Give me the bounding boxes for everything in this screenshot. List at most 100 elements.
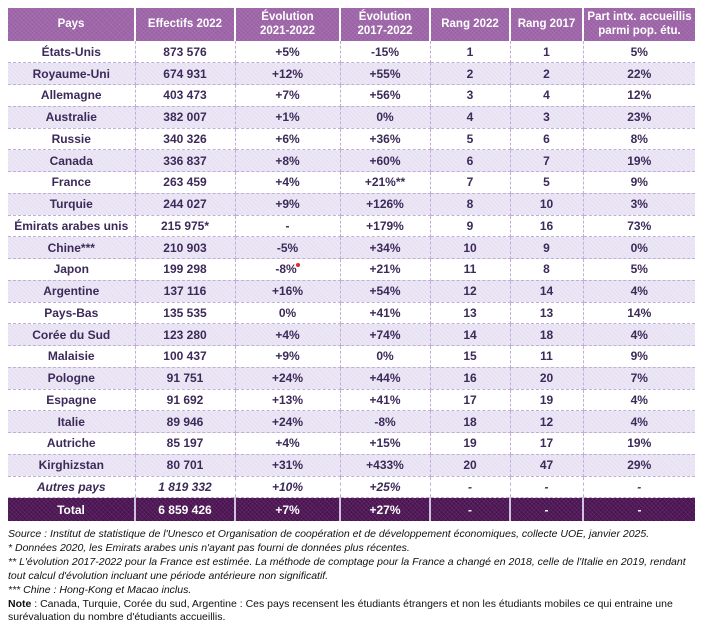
part-intx-cell: 4% [583,410,695,433]
total-evolution-2017-2022: +27% [340,497,431,521]
effectifs-cell: 873 576 [135,41,236,64]
country-cell: Russie [8,128,136,151]
rang-2022-cell: 16 [430,367,511,390]
total-rang-2017: - [510,497,584,521]
table-row: Autriche 85 197 +4% +15% 19 17 19% [8,432,695,455]
evolution-2021-2022-cell: +6% [235,128,341,151]
country-cell: Corée du Sud [8,323,136,346]
effectifs-cell: 336 837 [135,149,236,172]
part-intx-cell: 19% [583,432,695,455]
evolution-2017-2022-cell: +41% [340,389,431,412]
header-rang-2017: Rang 2017 [510,8,584,41]
total-row: Total 6 859 426 +7% +27% - - - [8,497,695,521]
evolution-2021-2022-cell: +1% [235,106,341,129]
part-intx-cell: 12% [583,84,695,107]
red-dot-marker-icon [295,263,300,268]
table-footer: Total 6 859 426 +7% +27% - - - [8,497,695,521]
header-pays: Pays [8,8,136,41]
effectifs-cell: 135 535 [135,302,236,325]
footnote-star1: * Données 2020, les Emirats arabes unis … [8,541,410,554]
rang-2017-cell: - [510,476,584,499]
part-intx-cell: 3% [583,193,695,216]
evolution-2021-2022-cell: +31% [235,454,341,477]
evolution-2017-2022-cell: +25% [340,476,431,499]
rang-2017-cell: 1 [510,41,584,64]
evolution-2021-2022-cell: +4% [235,171,341,194]
rang-2017-cell: 14 [510,280,584,303]
table-row: France 263 459 +4% +21%** 7 5 9% [8,171,695,194]
total-evolution-2021-2022: +7% [235,497,341,521]
rang-2017-cell: 47 [510,454,584,477]
footnote-source: Source : Institut de statistique de l'Un… [8,527,650,540]
header-row: Pays Effectifs 2022 Évolution 2021-2022 … [8,8,695,41]
students-statistics-table: Pays Effectifs 2022 Évolution 2021-2022 … [8,8,695,521]
part-intx-cell: - [583,476,695,499]
evolution-2021-2022-cell: +9% [235,193,341,216]
header-rang-2022: Rang 2022 [430,8,511,41]
effectifs-cell: 91 692 [135,389,236,412]
rang-2017-cell: 2 [510,62,584,85]
part-intx-cell: 5% [583,41,695,64]
rang-2017-cell: 4 [510,84,584,107]
rang-2017-cell: 3 [510,106,584,129]
evolution-2021-2022-cell: -8% [235,258,341,281]
evolution-2017-2022-cell: +55% [340,62,431,85]
table-row: Argentine 137 116 +16% +54% 12 14 4% [8,280,695,303]
table-row: Canada 336 837 +8% +60% 6 7 19% [8,149,695,172]
total-part-intx: - [583,498,695,521]
effectifs-cell: 215 975* [135,215,236,238]
part-intx-cell: 4% [583,323,695,346]
effectifs-cell: 91 751 [135,367,236,390]
table-row: Autres pays 1 819 332 +10% +25% - - - [8,476,695,499]
part-intx-cell: 5% [583,258,695,281]
country-cell: Italie [8,410,136,433]
table-row: Kirghizstan 80 701 +31% +433% 20 47 29% [8,454,695,477]
rang-2017-cell: 9 [510,236,584,259]
effectifs-cell: 123 280 [135,323,236,346]
table-row: Chine*** 210 903 -5% +34% 10 9 0% [8,236,695,259]
country-cell: Canada [8,149,136,172]
evolution-2017-2022-cell: +36% [340,128,431,151]
total-label: Total [8,497,136,521]
rang-2022-cell: 17 [430,389,511,412]
evolution-2017-2022-cell: +34% [340,236,431,259]
rang-2017-cell: 20 [510,367,584,390]
rang-2017-cell: 19 [510,389,584,412]
evolution-2021-2022-cell: +24% [235,367,341,390]
evolution-2017-2022-cell: +15% [340,432,431,455]
table-row: Malaisie 100 437 +9% 0% 15 11 9% [8,345,695,368]
evolution-2017-2022-cell: +74% [340,323,431,346]
rang-2022-cell: 12 [430,280,511,303]
header-part-intx: Part intx. accueillis parmi pop. étu. [583,8,695,41]
country-cell: Royaume-Uni [8,62,136,85]
table-row: Pays-Bas 135 535 0% +41% 13 13 14% [8,302,695,325]
effectifs-cell: 244 027 [135,193,236,216]
effectifs-cell: 80 701 [135,454,236,477]
footnote-star3: *** Chine : Hong-Kong et Macao inclus. [8,583,192,596]
evolution-2017-2022-cell: +21%** [340,171,431,194]
footnote-note: Note : Canada, Turquie, Corée du sud, Ar… [8,598,695,625]
evolution-2021-2022-cell: +4% [235,432,341,455]
table-row: Pologne 91 751 +24% +44% 16 20 7% [8,367,695,390]
rang-2022-cell: 9 [430,215,511,238]
evolution-2017-2022-cell: +44% [340,367,431,390]
effectifs-cell: 1 819 332 [135,476,236,499]
part-intx-cell: 9% [583,171,695,194]
rang-2022-cell: 1 [430,41,511,64]
part-intx-cell: 9% [583,345,695,368]
table-row: Russie 340 326 +6% +36% 5 6 8% [8,128,695,151]
evolution-2021-2022-cell: +7% [235,84,341,107]
rang-2022-cell: 7 [430,171,511,194]
table-row: Royaume-Uni 674 931 +12% +55% 2 2 22% [8,62,695,85]
evolution-2017-2022-cell: +179% [340,215,431,238]
rang-2022-cell: 8 [430,193,511,216]
evolution-2017-2022-cell: +60% [340,149,431,172]
rang-2017-cell: 11 [510,345,584,368]
rang-2017-cell: 8 [510,258,584,281]
rang-2022-cell: - [430,476,511,499]
table-row: Japon 199 298 -8% +21% 11 8 5% [8,258,695,281]
part-intx-cell: 14% [583,302,695,325]
part-intx-cell: 22% [583,62,695,85]
table-row: Italie 89 946 +24% -8% 18 12 4% [8,410,695,433]
evolution-2021-2022-cell: +16% [235,280,341,303]
